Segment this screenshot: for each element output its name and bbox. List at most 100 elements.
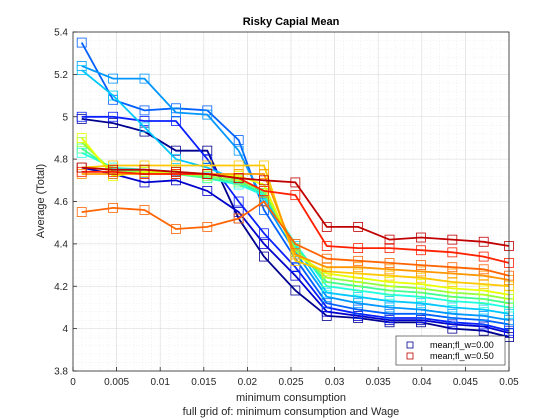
data-point-marker <box>384 258 395 268</box>
data-point-marker <box>321 222 332 232</box>
x-tick-label: 0.05 <box>499 377 519 388</box>
data-point-marker <box>290 249 301 260</box>
data-point-marker <box>139 122 150 133</box>
y-tick-label: 5 <box>62 112 68 123</box>
data-point-marker <box>447 262 458 273</box>
data-point-marker <box>202 109 213 120</box>
data-point-marker <box>384 270 395 281</box>
data-point-marker <box>170 145 181 156</box>
data-point-marker <box>447 234 458 245</box>
data-point-marker <box>290 238 301 249</box>
x-tick-label: 0.015 <box>191 377 216 388</box>
data-point-marker <box>76 143 87 154</box>
data-point-marker <box>139 164 150 175</box>
data-point-marker <box>259 228 269 239</box>
data-point-marker <box>353 243 364 254</box>
data-point-marker <box>478 236 489 247</box>
series-line <box>81 170 510 264</box>
x-tick-label: 0.035 <box>366 377 391 388</box>
x-tick-label: 0.025 <box>278 377 303 388</box>
data-point-marker <box>76 207 87 217</box>
data-point-marker <box>478 285 489 296</box>
y-tick-label: 4.2 <box>54 282 68 293</box>
data-point-marker <box>259 169 269 179</box>
y-tick-label: 5.4 <box>54 28 68 39</box>
data-point-marker <box>233 160 244 171</box>
data-point-marker <box>290 270 301 281</box>
data-point-marker <box>108 118 119 129</box>
data-point-marker <box>321 262 332 273</box>
data-point-marker <box>416 272 426 283</box>
data-point-marker <box>259 196 269 207</box>
series-12 <box>76 196 514 281</box>
series-line <box>81 164 510 288</box>
data-point-marker <box>139 205 150 215</box>
data-point-marker <box>139 73 150 84</box>
data-point-marker <box>416 232 426 243</box>
data-point-marker <box>139 105 150 116</box>
data-point-marker <box>170 116 181 126</box>
data-point-marker <box>353 291 364 302</box>
y-axis-label: Average (Total) <box>35 164 47 238</box>
data-point-marker <box>108 164 119 175</box>
data-point-marker <box>170 166 181 177</box>
data-point-marker <box>384 277 395 287</box>
x-tick-label: 0.005 <box>104 377 129 388</box>
data-point-marker <box>76 162 87 173</box>
data-point-marker <box>233 173 244 184</box>
data-point-marker <box>139 177 150 188</box>
x-tick-label: 0 <box>70 377 76 388</box>
data-point-marker <box>170 175 181 186</box>
data-point-marker <box>170 224 181 234</box>
data-point-marker <box>259 175 269 186</box>
data-point-marker <box>478 251 489 262</box>
legend-box <box>395 335 506 366</box>
data-point-marker <box>139 116 150 126</box>
data-point-marker <box>384 234 395 245</box>
data-point-marker <box>416 260 426 270</box>
data-point-marker <box>384 308 395 319</box>
y-tick-label: 5.2 <box>54 70 68 81</box>
data-point-marker <box>321 253 332 264</box>
data-point-marker <box>447 268 458 279</box>
y-tick-label: 4.8 <box>54 155 68 166</box>
data-point-marker <box>478 304 489 315</box>
series-line <box>81 166 510 334</box>
y-tick-label: 4.4 <box>54 239 68 250</box>
legend-label: mean;fl_w=0.00 <box>430 340 494 350</box>
data-point-marker <box>290 190 301 201</box>
x-tick-label: 0.02 <box>238 377 258 388</box>
legend-label: mean;fl_w=0.50 <box>430 351 494 361</box>
data-point-marker <box>447 302 458 313</box>
data-point-marker <box>233 135 244 145</box>
data-point-marker <box>170 160 181 171</box>
data-point-marker <box>290 255 301 266</box>
y-axis-ticks: 3.8 4 4.2 4.4 4.6 4.8 5 5.2 5.4 <box>54 28 77 378</box>
y-tick-label: 3.8 <box>54 367 68 378</box>
data-point-marker <box>233 196 244 207</box>
data-point-marker <box>233 213 244 224</box>
data-point-marker <box>353 222 364 232</box>
data-point-marker <box>108 90 119 101</box>
data-point-marker <box>259 186 269 196</box>
data-point-marker <box>202 145 213 156</box>
data-point-marker <box>321 298 332 309</box>
data-point-marker <box>416 304 426 315</box>
data-point-marker <box>478 264 489 275</box>
data-point-marker <box>416 298 426 309</box>
data-point-marker <box>259 160 269 171</box>
data-point-marker <box>76 37 87 48</box>
data-point-marker <box>321 287 332 298</box>
data-point-marker <box>170 154 181 165</box>
data-point-marker <box>478 311 489 321</box>
y-tick-label: 4 <box>62 324 68 335</box>
data-point-marker <box>447 247 458 258</box>
data-point-marker <box>321 241 332 251</box>
data-point-marker <box>202 186 213 196</box>
data-point-marker <box>447 308 458 319</box>
data-point-marker <box>202 222 213 232</box>
data-point-marker <box>202 160 213 171</box>
data-point-marker <box>202 154 213 165</box>
x-tick-label: 0.045 <box>453 377 478 388</box>
